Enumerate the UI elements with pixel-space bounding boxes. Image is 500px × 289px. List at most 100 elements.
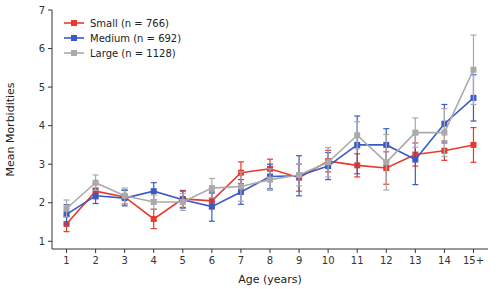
error-stem	[357, 116, 358, 174]
y-axis	[52, 10, 53, 249]
error-cap	[151, 228, 157, 229]
y-tick-label: 3	[39, 159, 45, 170]
y-tick-label: 7	[39, 5, 45, 16]
error-bar	[267, 169, 273, 191]
error-cap	[93, 190, 99, 191]
series-line	[67, 98, 474, 214]
error-bar	[296, 156, 302, 196]
x-tick	[66, 249, 67, 253]
legend-label: Medium (n = 692)	[90, 33, 181, 44]
error-cap	[470, 104, 476, 105]
error-cap	[470, 120, 476, 121]
error-cap	[267, 164, 273, 165]
y-tick	[48, 241, 52, 242]
x-tick-label: 6	[209, 255, 215, 266]
y-tick	[48, 125, 52, 126]
error-cap	[441, 156, 447, 157]
error-cap	[354, 148, 360, 149]
error-cap	[151, 209, 157, 210]
point	[296, 173, 302, 179]
point	[267, 177, 273, 183]
series	[64, 35, 477, 217]
chart: 123456789101112131415+1234567Age (years)…	[0, 0, 500, 289]
error-bar	[470, 128, 476, 163]
error-cap	[325, 176, 331, 177]
point	[151, 188, 157, 194]
y-tick-label: 5	[39, 82, 45, 93]
point	[93, 193, 99, 199]
error-bar	[296, 164, 302, 186]
error-bar	[412, 118, 418, 147]
error-bar	[180, 193, 186, 210]
error-bar	[354, 116, 360, 174]
point	[64, 206, 70, 212]
error-cap	[64, 216, 70, 217]
error-bar	[238, 172, 244, 201]
series	[64, 75, 477, 224]
error-cap	[412, 147, 418, 148]
legend-marker	[71, 20, 77, 26]
y-tick-label: 1	[39, 236, 45, 247]
error-cap	[209, 197, 215, 198]
error-cap	[238, 204, 244, 205]
error-cap	[93, 203, 99, 204]
point	[238, 184, 244, 190]
x-tick	[299, 249, 300, 253]
error-cap	[180, 193, 186, 194]
y-axis-label: Mean Morbidities	[4, 82, 17, 176]
x-tick	[270, 249, 271, 253]
point	[180, 199, 186, 205]
point	[209, 185, 215, 191]
error-bar	[93, 188, 99, 203]
error-cap	[209, 178, 215, 179]
legend: Small (n = 766)Medium (n = 692)Large (n …	[64, 18, 181, 59]
error-cap	[296, 185, 302, 186]
error-cap	[383, 134, 389, 135]
point	[354, 132, 360, 138]
error-cap	[238, 201, 244, 202]
x-tick-label: 1	[63, 255, 69, 266]
point	[93, 180, 99, 186]
error-bar	[470, 35, 476, 104]
error-bar	[151, 209, 157, 228]
x-tick-label: 4	[151, 255, 157, 266]
error-cap	[180, 190, 186, 191]
point	[470, 67, 476, 73]
error-cap	[296, 164, 302, 165]
error-cap	[412, 184, 418, 185]
error-cap	[383, 128, 389, 129]
x-tick-label: 5	[180, 255, 186, 266]
error-cap	[354, 176, 360, 177]
x-tick-label: 14	[438, 255, 451, 266]
y-tick-label: 4	[39, 120, 45, 131]
error-cap	[470, 162, 476, 163]
x-tick-label: 10	[322, 255, 335, 266]
error-cap	[151, 208, 157, 209]
error-cap	[93, 174, 99, 175]
series-line	[67, 70, 474, 209]
x-tick-label: 11	[351, 255, 364, 266]
error-cap	[325, 147, 331, 148]
y-tick-label: 2	[39, 197, 45, 208]
point	[412, 130, 418, 136]
x-tick-label: 9	[296, 255, 302, 266]
error-bar	[93, 175, 99, 190]
error-bar	[122, 188, 128, 203]
error-bar	[383, 135, 389, 191]
x-tick	[328, 249, 329, 253]
error-cap	[64, 199, 70, 200]
error-cap	[383, 189, 389, 190]
error-cap	[267, 168, 273, 169]
error-bar	[354, 122, 360, 149]
error-cap	[354, 121, 360, 122]
y-tick	[48, 164, 52, 165]
y-tick	[48, 87, 52, 88]
x-tick	[95, 249, 96, 253]
x-tick	[357, 249, 358, 253]
error-cap	[412, 117, 418, 118]
y-tick	[48, 10, 52, 11]
x-tick-label: 7	[238, 255, 244, 266]
error-cap	[470, 127, 476, 128]
point	[470, 142, 476, 148]
error-cap	[209, 221, 215, 222]
